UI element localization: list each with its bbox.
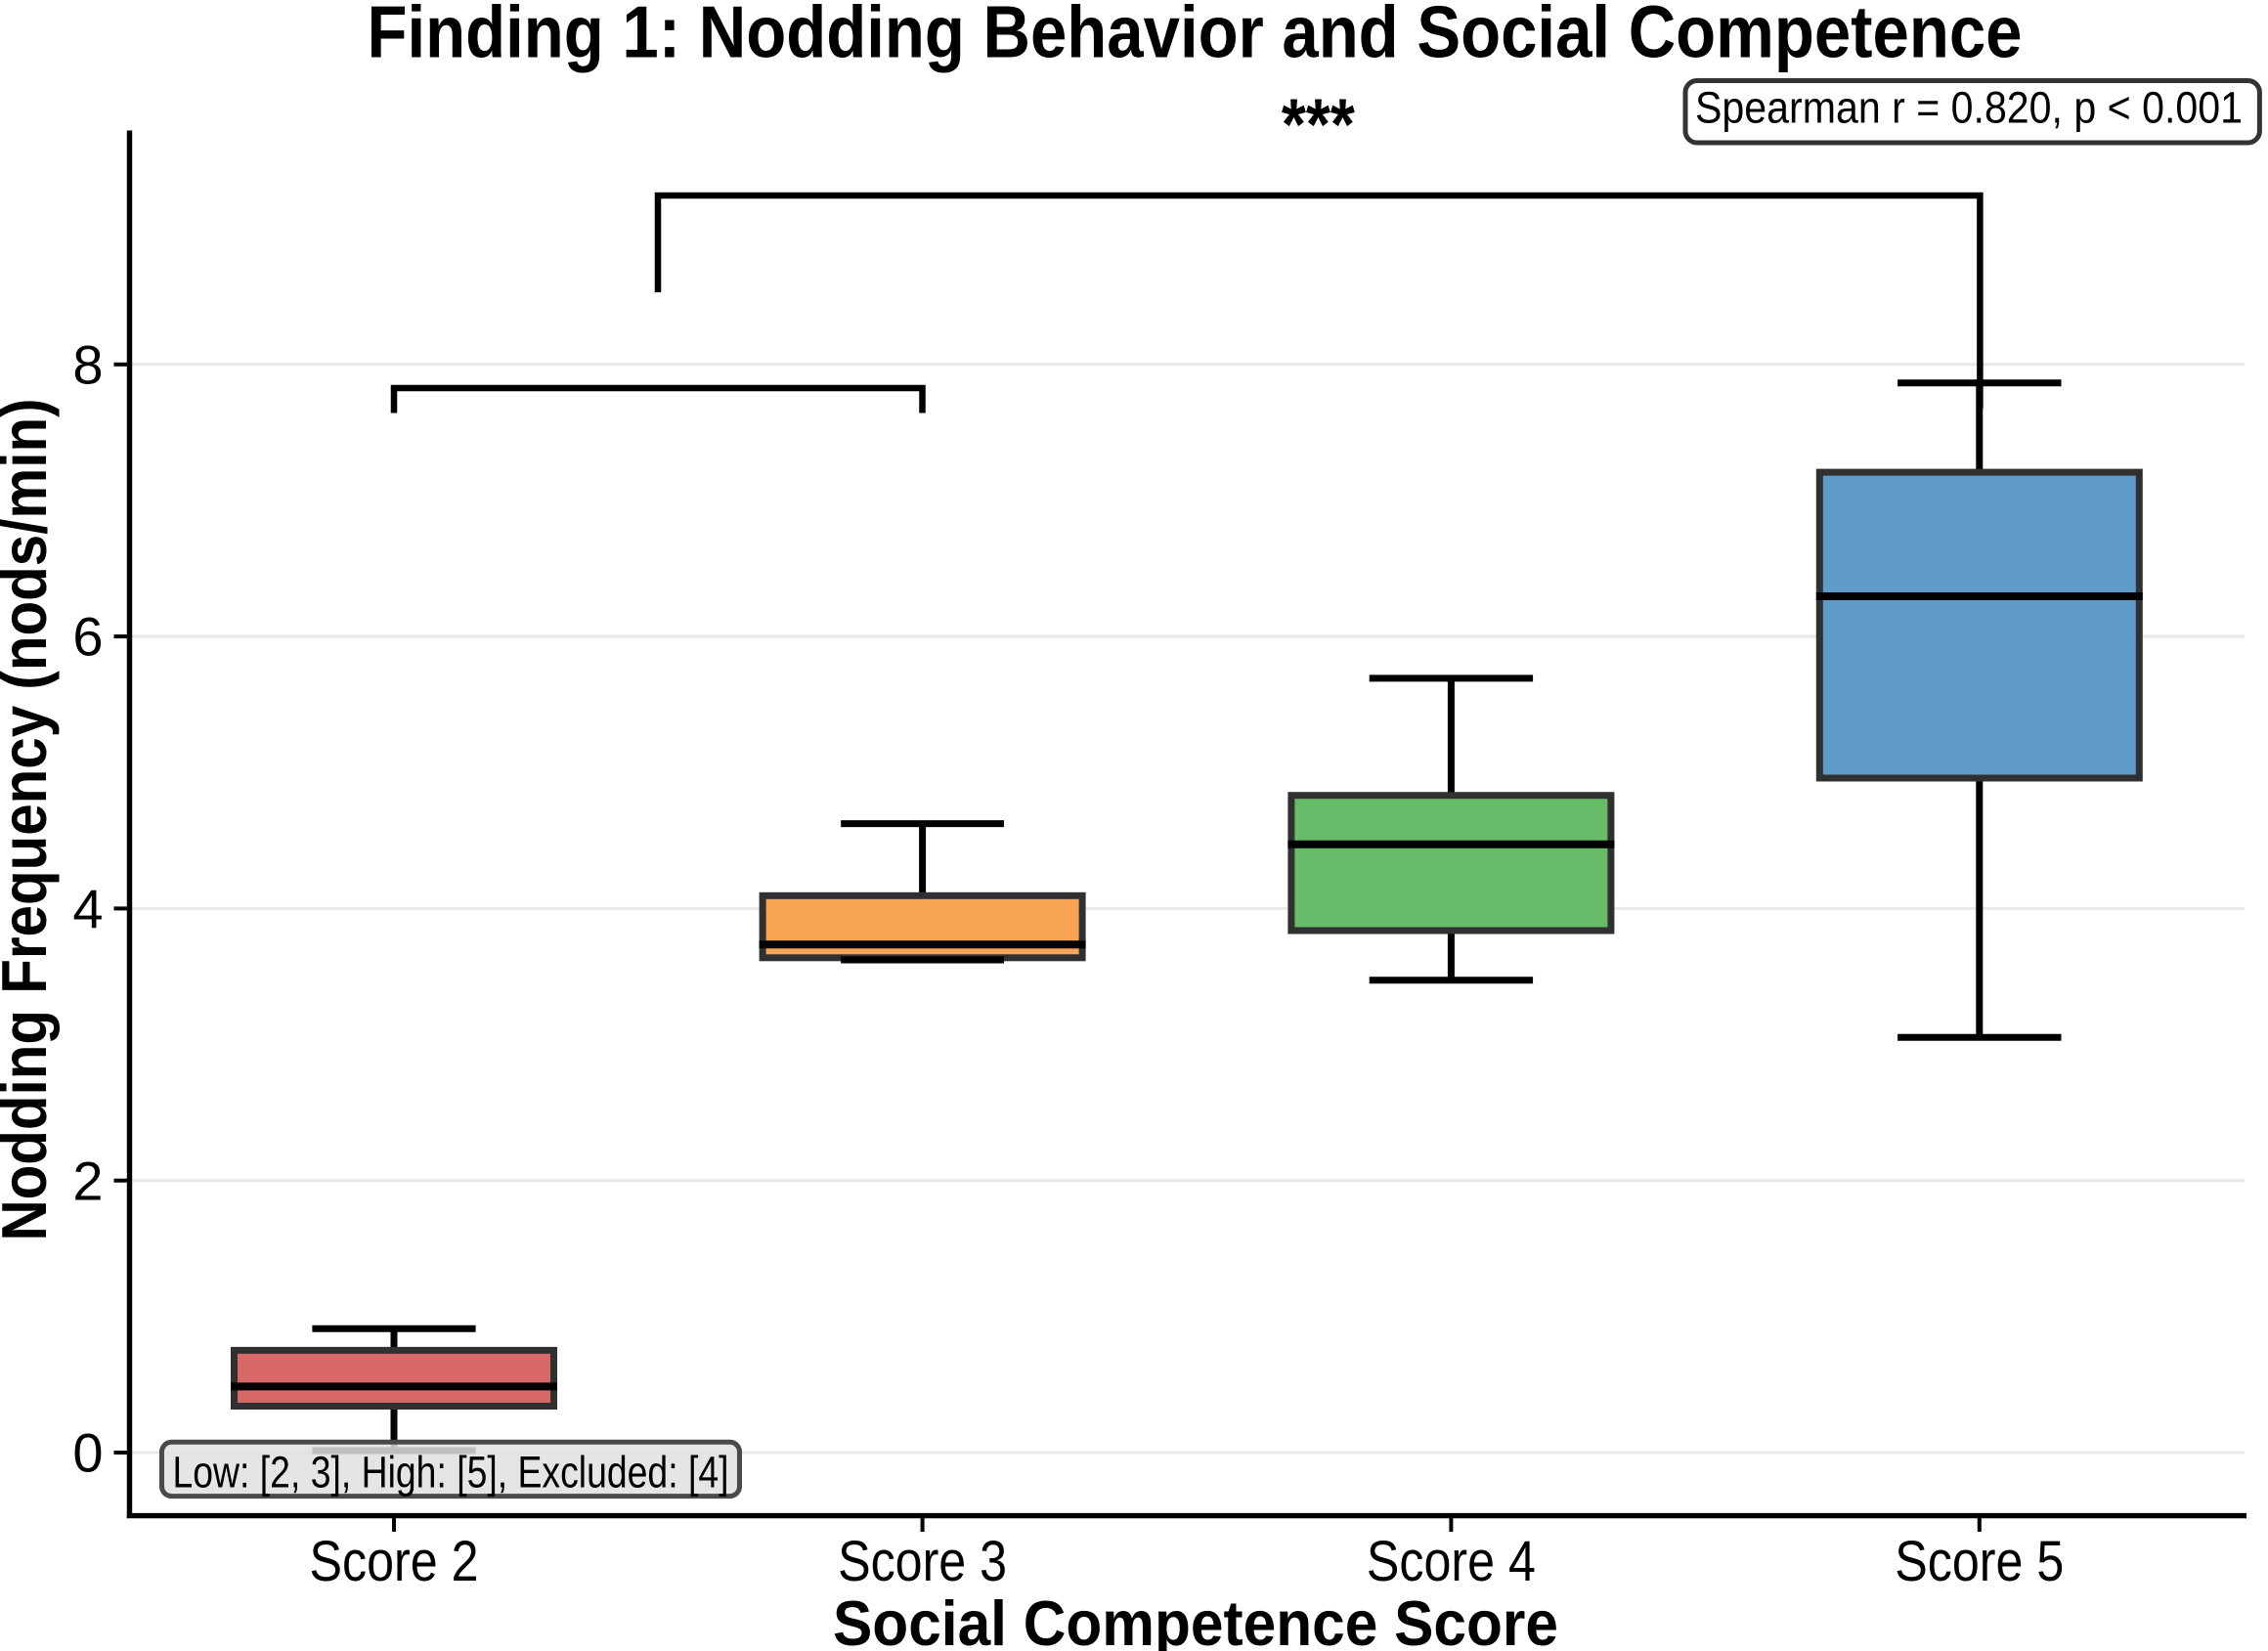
svg-text:Social Competence Score: Social Competence Score: [833, 1587, 1558, 1651]
svg-text:4: 4: [72, 878, 103, 939]
svg-text:Score 5: Score 5: [1895, 1530, 2064, 1593]
svg-text:Nodding Frequency (nods/min): Nodding Frequency (nods/min): [0, 399, 60, 1241]
svg-text:Score 4: Score 4: [1367, 1530, 1536, 1593]
svg-text:Low: [2, 3], High: [5], Exclud: Low: [2, 3], High: [5], Excluded: [4]: [173, 1448, 729, 1498]
svg-text:6: 6: [72, 606, 103, 668]
svg-text:Score 3: Score 3: [838, 1530, 1007, 1593]
svg-text:8: 8: [72, 333, 103, 395]
svg-text:0: 0: [72, 1422, 103, 1484]
svg-text:Score 2: Score 2: [310, 1530, 479, 1593]
svg-text:Finding 1: Nodding Behavior an: Finding 1: Nodding Behavior and Social C…: [368, 0, 2023, 73]
svg-text:2: 2: [72, 1150, 103, 1211]
svg-text:***: ***: [1282, 84, 1355, 165]
svg-text:Spearman r = 0.820, p < 0.001: Spearman r = 0.820, p < 0.001: [1695, 83, 2243, 133]
